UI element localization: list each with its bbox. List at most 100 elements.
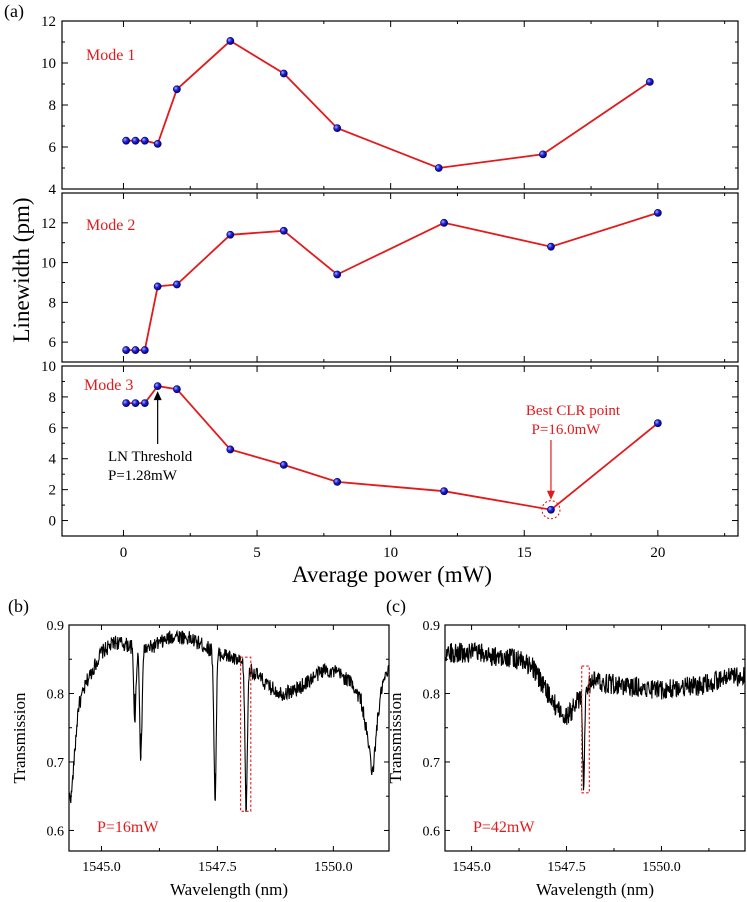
chart-b: 0.6 0.7 0.8 0.9 1545.0 1547.5 1550.0 (b) Wavelen… [8,596,390,899]
x-axis-label: Wavelength (nm) [536,880,654,899]
mode-3-point [653,419,662,428]
y-tick-label: 10 [41,256,56,272]
panel-name-mode-2: Mode 2 [86,217,135,234]
y-tick-label: 4 [49,182,57,198]
chart-c-frame [444,624,746,852]
x-tick-label: 10 [383,545,398,561]
x-tick-label: 15 [517,545,532,561]
chart-b-frame [68,624,390,852]
figure-label-a: (a) [4,1,24,21]
mode-3-point [333,478,342,486]
x-tick-label: 1550.0 [314,860,353,875]
y-tick-label: 8 [49,390,57,406]
x-tick-label: 1547.5 [198,860,237,875]
mode-2-point [172,280,181,289]
best-clr-power: P=16.0mW [532,422,602,438]
mode-2-point [122,346,131,354]
chart-a-panel-2-frame [61,192,739,363]
mode-2-point [226,230,235,239]
y-tick-label: 0.9 [423,619,441,634]
y-tick-label: 4 [49,452,57,468]
mode-1-line [126,39,651,169]
power-label: P=42mW [473,819,535,836]
mode-1-point [333,124,342,133]
mode-2-point [140,346,149,354]
mode-3-point [140,399,149,407]
mode-3-point [122,399,131,407]
x-tick-label: 1547.5 [547,860,586,875]
chart-c: 0.6 0.7 0.8 0.9 1545.0 1547.5 1550.0 (c) Wavelen… [386,596,746,899]
mode-3-point [547,505,555,514]
mode-3-point [226,445,235,454]
y-tick-label: 0.7 [423,756,441,771]
chart-a-panel-1-frame [61,20,739,190]
panel-name-mode-1: Mode 1 [86,47,135,64]
mode-1-point [279,69,288,78]
figure-label-c: (c) [386,596,406,617]
mode-1-point [645,78,654,86]
mode-2-point [653,208,662,217]
x-tick-label: 1545.0 [82,860,121,875]
mode-1-point [153,139,162,148]
mode-1-point [140,136,149,145]
mode-2-point [153,282,162,291]
y-axis-label: Transmission [386,692,405,784]
chart-b-spectrum [68,629,390,812]
y-tick-label: 10 [41,56,56,72]
y-axis-label: Linewidth (pm) [9,198,34,343]
x-tick-label: 0 [120,545,128,561]
mode-2-point [333,270,342,279]
y-tick-label: 0.6 [47,824,65,839]
y-tick-label: 0.9 [47,619,65,634]
y-axis-label: Transmission [10,692,29,784]
y-tick-label: 0 [49,514,57,530]
y-tick-label: 12 [41,216,56,232]
x-axis-label: Average power (mW) [292,562,492,587]
mode-3-point [172,385,181,394]
power-label: P=16mW [97,819,159,836]
y-tick-label: 8 [49,295,57,311]
mode-2-line [126,212,659,352]
x-axis-label: Wavelength (nm) [170,880,288,899]
mode-3-point [440,487,448,496]
y-tick-label: 0.7 [47,756,65,771]
y-tick-label: 6 [49,421,57,437]
chart-a: 4 6 8 10 12 Mode 1 6 8 10 12 Mode 2 0 2 4 6 8 10 Mode 3 LN… [9,14,739,587]
mode-1-point [122,136,131,145]
best-clr-label: Best CLR point [526,403,621,419]
y-tick-label: 6 [49,335,57,351]
panel-name-mode-3: Mode 3 [84,377,133,394]
x-tick-label: 5 [253,545,261,561]
mode-2-point [279,226,288,235]
best-clr-circle [541,500,561,520]
y-tick-label: 6 [49,140,57,156]
mode-1-point [226,37,235,45]
best-clr-arrowhead [546,490,555,500]
ln-threshold-arrowhead [153,391,162,401]
mode-1-point [434,164,443,172]
mode-2-point [547,242,555,251]
y-tick-label: 8 [49,98,57,114]
x-tick-label: 1545.0 [452,860,491,875]
ln-threshold-label: LN Threshold [108,449,193,465]
mode-2-point [131,346,140,354]
mode-1-point [539,150,547,159]
x-tick-label: 20 [650,545,665,561]
y-tick-label: 10 [41,359,56,375]
highlight-box [240,656,252,812]
mode-3-point [279,461,288,469]
ln-threshold-power: P=1.28mW [108,468,178,484]
mode-2-point [440,218,448,227]
chart-c-spectrum [445,642,746,791]
y-tick-label: 0.8 [423,687,441,702]
y-tick-label: 12 [41,14,56,30]
y-tick-label: 0.8 [47,687,65,702]
figure-label-b: (b) [8,596,29,617]
y-tick-label: 0.6 [423,824,441,839]
mode-1-point [172,85,181,94]
x-tick-label: 1550.0 [642,860,681,875]
y-tick-label: 2 [49,483,57,499]
mode-3-point [131,399,140,407]
mode-3-point [153,382,162,390]
